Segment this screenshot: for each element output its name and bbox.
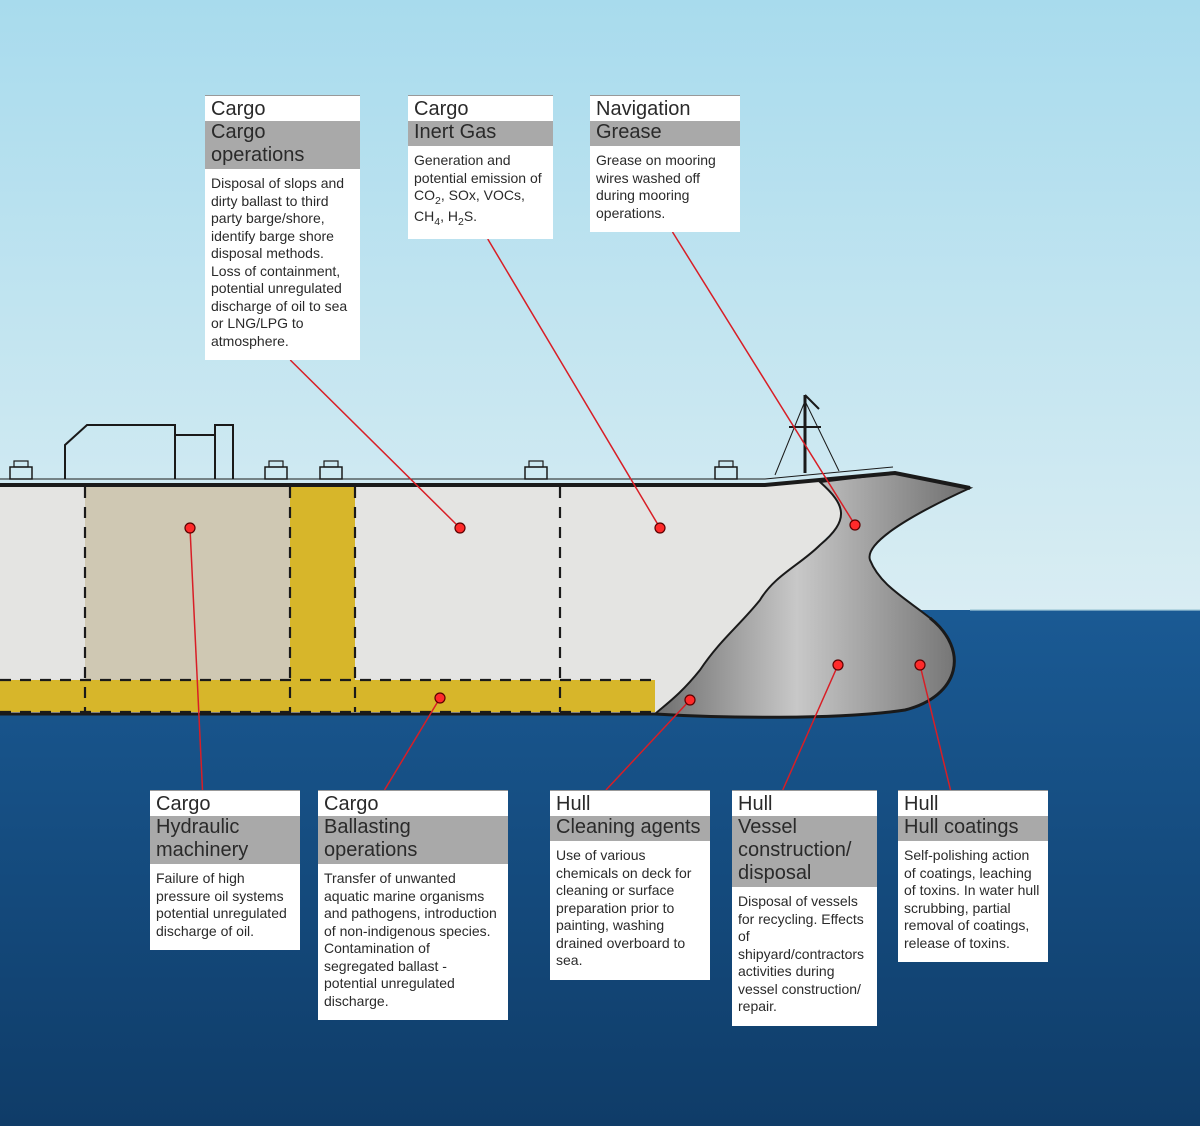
construction-dot — [833, 660, 843, 670]
callout-body: Failure of high pressure oil systems pot… — [150, 864, 300, 950]
callout-ballasting: CargoBallasting operationsTransfer of un… — [318, 790, 508, 1020]
compartment-cargo2 — [290, 487, 355, 680]
callout-body: Use of various chemicals on deck for cle… — [550, 841, 710, 980]
callout-body: Disposal of slops and dirty ballast to t… — [205, 169, 360, 360]
callout-topic: Inert Gas — [408, 121, 553, 146]
callout-topic: Grease — [590, 121, 740, 146]
ballasting-dot — [435, 693, 445, 703]
callout-body: Disposal of vessels for recycling. Effec… — [732, 887, 877, 1026]
callout-cleaning: HullCleaning agentsUse of various chemic… — [550, 790, 710, 980]
callout-body: Self-polishing action of coatings, leach… — [898, 841, 1048, 962]
ballast-tank — [0, 680, 655, 712]
diagram-stage: CargoCargo operationsDisposal of slops a… — [0, 0, 1200, 1126]
callout-category: Cargo — [408, 96, 553, 121]
callout-body: Transfer of unwanted aquatic marine orga… — [318, 864, 508, 1020]
callout-coatings: HullHull coatingsSelf-polishing action o… — [898, 790, 1048, 962]
callout-category: Hull — [898, 791, 1048, 816]
grease-dot — [850, 520, 860, 530]
hydraulic-dot — [185, 523, 195, 533]
callout-body: Generation and potential emission of CO2… — [408, 146, 553, 239]
callout-inert-gas: CargoInert GasGeneration and potential e… — [408, 95, 553, 239]
callout-category: Hull — [550, 791, 710, 816]
callout-construction: HullVessel construction/ disposalDisposa… — [732, 790, 877, 1026]
inert-gas-dot — [655, 523, 665, 533]
callout-category: Cargo — [150, 791, 300, 816]
callout-cargo-ops: CargoCargo operationsDisposal of slops a… — [205, 95, 360, 360]
callout-hydraulic: CargoHydraulic machineryFailure of high … — [150, 790, 300, 950]
callout-grease: NavigationGreaseGrease on mooring wires … — [590, 95, 740, 232]
callout-topic: Vessel construction/ disposal — [732, 816, 877, 887]
callout-topic: Cargo operations — [205, 121, 360, 169]
callout-category: Cargo — [205, 96, 360, 121]
callout-topic: Cleaning agents — [550, 816, 710, 841]
cargo-ops-dot — [455, 523, 465, 533]
coatings-dot — [915, 660, 925, 670]
callout-topic: Ballasting operations — [318, 816, 508, 864]
cleaning-dot — [685, 695, 695, 705]
callout-category: Navigation — [590, 96, 740, 121]
callout-body: Grease on mooring wires washed off durin… — [590, 146, 740, 232]
callout-topic: Hydraulic machinery — [150, 816, 300, 864]
callout-category: Cargo — [318, 791, 508, 816]
callout-topic: Hull coatings — [898, 816, 1048, 841]
compartment-cargo1 — [85, 487, 290, 680]
callout-category: Hull — [732, 791, 877, 816]
